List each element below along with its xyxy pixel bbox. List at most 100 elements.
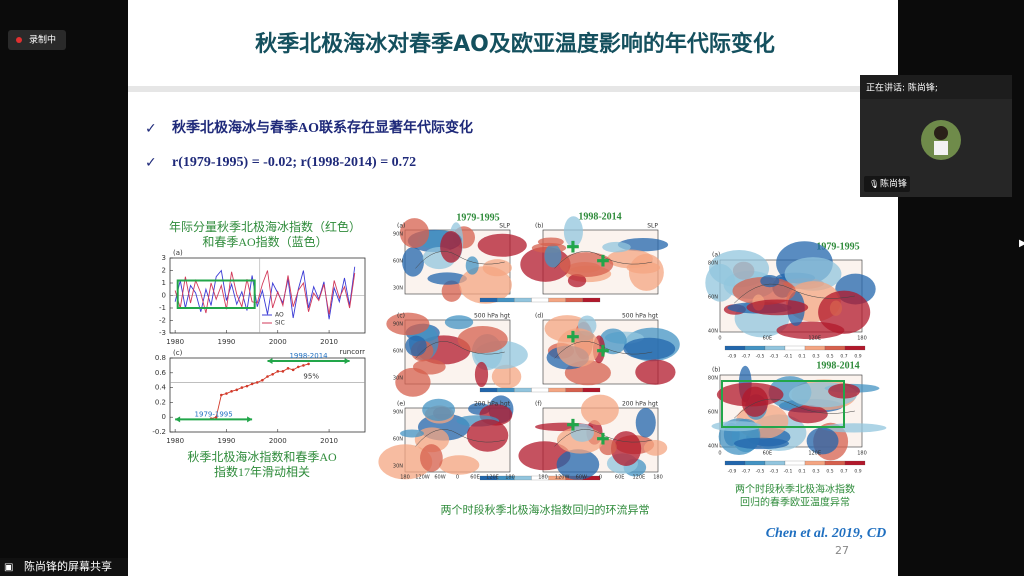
speaker-name-tag: [864, 176, 910, 192]
speaker-header-text: 正在讲话: 陈尚锋;: [866, 82, 938, 94]
y-tick-label: 0.6: [155, 369, 167, 377]
colorbar-cell: [479, 387, 498, 393]
label: -0.5: [756, 354, 765, 360]
point: [214, 415, 218, 419]
point: [276, 370, 280, 373]
label: 180: [653, 475, 663, 481]
anomaly-blob: [465, 256, 479, 275]
label: 60N: [393, 259, 403, 265]
title-separator: [128, 86, 898, 92]
label: SLP: [647, 223, 658, 230]
point: [291, 368, 295, 372]
anomaly-blob: [412, 359, 446, 375]
label: 0: [718, 451, 721, 457]
y-tick-label: -3: [159, 329, 166, 337]
colorbar-cell: [764, 345, 786, 351]
anomaly-blob: [628, 253, 664, 291]
anomaly-blob: [776, 321, 845, 340]
anomaly-blob: [422, 398, 456, 421]
colorbar-cell: [784, 345, 806, 351]
bullet: r(1979-1995) = -0.02; r(1998-2014) = 0.7…: [172, 155, 416, 170]
coastline: [554, 429, 653, 447]
x-tick-label: 1990: [218, 437, 236, 445]
label: 500 hPa hgt: [622, 313, 659, 320]
anomaly-blob: [623, 337, 676, 360]
label: (a): [397, 223, 405, 230]
anomaly-blob: [602, 241, 631, 253]
label: 1998-2014: [816, 360, 859, 371]
caption: 回归的春季欧亚温度异常: [740, 495, 850, 508]
y-tick-label: 2: [162, 267, 166, 275]
anomaly-blob: [734, 437, 789, 450]
anomaly-blob: [806, 427, 839, 455]
x-tick-label: 2010: [320, 437, 338, 445]
anomaly-blob: [746, 299, 809, 316]
label: 0.3: [812, 469, 819, 475]
label: -0.7: [742, 354, 751, 360]
label: 120W: [415, 475, 430, 481]
plus-marker: ✚: [566, 238, 579, 257]
label: 1979-1995: [816, 241, 859, 252]
y-tick-label: 0: [162, 292, 166, 300]
label: 30N: [393, 376, 403, 382]
share-icons: ▣: [4, 562, 13, 573]
anomaly-blob: [643, 440, 668, 456]
anomaly-blob: [459, 266, 512, 304]
label: 1979-1995: [456, 212, 499, 223]
colorbar-cell: [744, 345, 766, 351]
point: [281, 370, 285, 373]
page-number: 27: [835, 544, 849, 557]
anomaly-blob: [559, 252, 614, 278]
anomaly-blob: [610, 431, 642, 467]
anomaly-blob: [491, 364, 522, 389]
colorbar-cell: [548, 297, 566, 303]
label: -0.1: [784, 354, 793, 360]
label: SLP: [499, 223, 510, 230]
label: 60E: [470, 475, 480, 481]
recording-badge[interactable]: [8, 30, 66, 50]
colorbar-cell: [514, 475, 532, 481]
colorbar-cell: [804, 345, 826, 351]
colorbar-cell: [565, 297, 583, 303]
cursor: ▶: [1019, 238, 1024, 249]
speaker-head: [934, 126, 948, 140]
label: (e): [397, 401, 405, 408]
colorbar-cell: [844, 460, 866, 466]
colorbar-cell: [514, 387, 532, 393]
label: 90N: [393, 322, 403, 328]
point: [255, 381, 259, 384]
label: 180: [857, 451, 867, 457]
share-bar: [0, 558, 128, 576]
caption: 指数17年滑动相关: [214, 464, 310, 479]
anomaly-blob: [441, 280, 462, 302]
label: (a): [712, 252, 720, 259]
label: -0.9: [728, 469, 737, 475]
caption: 两个时段秋季北极海冰指数回归的环流异常: [441, 503, 650, 517]
caption: 和春季AO指数（蓝色）: [202, 234, 327, 249]
label: 60N: [708, 410, 718, 416]
label: 0.5: [826, 469, 833, 475]
anomaly-blob: [399, 218, 430, 248]
anomaly-blob: [732, 276, 796, 305]
anomaly-blob: [544, 244, 562, 268]
label: 60W: [576, 475, 587, 481]
y-tick-label: 0: [162, 413, 166, 421]
bullet: 秋季北极海冰与春季AO联系存在显著年代际变化: [172, 119, 473, 136]
anomaly-blob: [386, 312, 430, 336]
colorbar-cell: [844, 345, 866, 351]
y-tick-label: 1: [162, 279, 166, 287]
anomaly-blob: [563, 216, 583, 247]
share-label: 陈尚锋的屏幕共享: [24, 559, 112, 573]
label: 0.1: [798, 354, 805, 360]
colorbar-cell: [724, 345, 746, 351]
anomaly-blob: [405, 335, 427, 357]
label: -0.3: [770, 354, 779, 360]
mic-icon: 🎙: [869, 180, 879, 189]
anomaly-blob: [537, 237, 564, 247]
label: 180: [538, 475, 548, 481]
x-tick-label: 2000: [269, 338, 287, 346]
point: [261, 378, 264, 382]
label: 0.5: [826, 354, 833, 360]
point: [302, 364, 305, 367]
